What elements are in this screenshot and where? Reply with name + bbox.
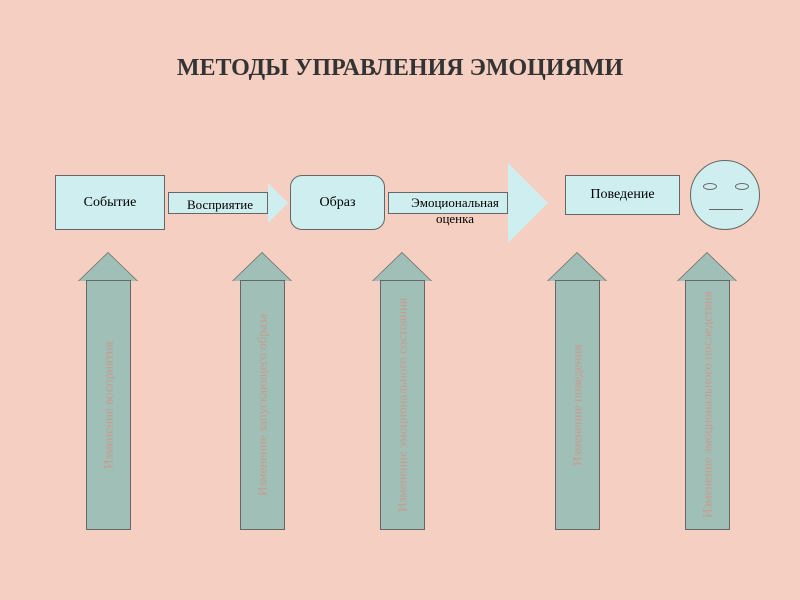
v-arrow-a1-label: Изменение восприятия: [86, 280, 131, 530]
h-arrow-evaluation-head: [508, 163, 548, 243]
v-arrow-a2-label: Изменение запускающего образа: [240, 280, 285, 530]
v-arrow-a3-label: Изменение эмоционального состояния: [380, 280, 425, 530]
v-arrow-a3-head: [373, 253, 431, 281]
v-arrow-a3: Изменение эмоционального состояния: [380, 252, 441, 530]
v-arrow-a5-head: [678, 253, 736, 281]
v-arrow-a5-label: Изменение эмоционального последствия: [685, 280, 730, 530]
v-arrow-a5: Изменение эмоционального последствия: [685, 252, 746, 530]
h-arrow-evaluation-label: Эмоциональная оценка: [400, 195, 510, 227]
v-arrow-a1-head: [79, 253, 137, 281]
v-arrow-a2: Изменение запускающего образа: [240, 252, 301, 530]
v-arrow-a2-head: [233, 253, 291, 281]
v-arrow-a1: Изменение восприятия: [86, 252, 147, 530]
v-arrow-a4-label: Изменение поведения: [555, 280, 600, 530]
diagram-canvas: МЕТОДЫ УПРАВЛЕНИЯ ЭМОЦИЯМИСобытиеОбразПо…: [0, 0, 800, 600]
v-arrow-a4: Изменение поведения: [555, 252, 616, 530]
v-arrow-a4-head: [548, 253, 606, 281]
